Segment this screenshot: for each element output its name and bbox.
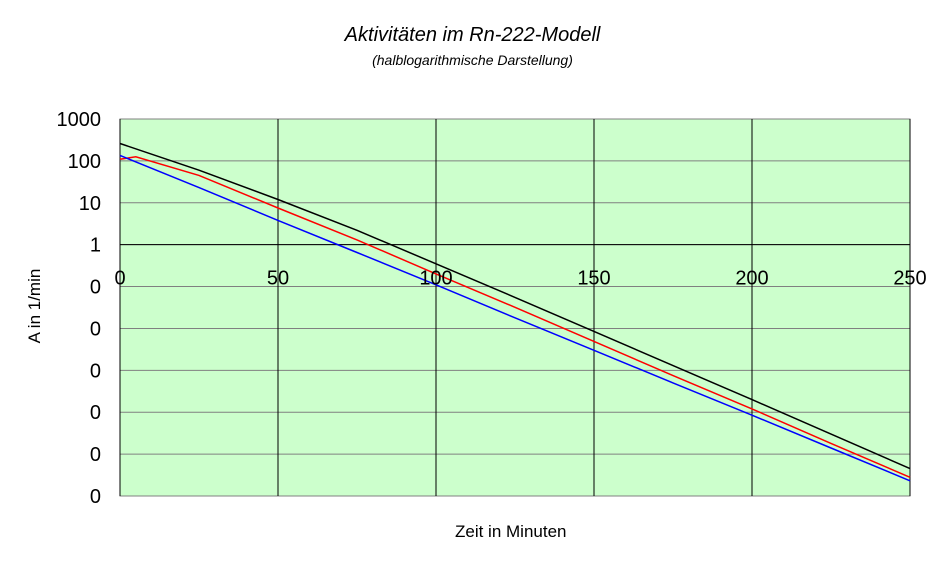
x-axis-label: Zeit in Minuten — [455, 522, 567, 541]
y-tick-label: 10 — [79, 193, 101, 215]
y-tick-label: 0 — [90, 486, 101, 508]
y-axis-label: A in 1/min — [25, 268, 44, 344]
x-tick-label: 100 — [419, 268, 452, 290]
y-tick-label: 0 — [90, 402, 101, 424]
grid — [119, 119, 911, 496]
y-tick-label: 100 — [68, 151, 101, 173]
chart-subtitle: (halblogarithmische Darstellung) — [372, 52, 573, 68]
x-tick-label: 50 — [267, 268, 289, 290]
x-tick-label: 250 — [893, 268, 926, 290]
y-tick-label: 1000 — [57, 109, 102, 131]
y-tick-label: 0 — [90, 444, 101, 466]
x-tick-label: 200 — [735, 268, 768, 290]
series-line-2 — [119, 156, 911, 478]
chart-title: Aktivitäten im Rn-222-Modell — [344, 24, 601, 46]
y-tick-label: 0 — [90, 277, 101, 299]
x-tick-label: 0 — [114, 268, 125, 290]
y-tick-label: 0 — [90, 318, 101, 340]
y-tick-label: 1 — [90, 235, 101, 257]
series-line-3 — [119, 154, 911, 482]
x-tick-label: 150 — [577, 268, 610, 290]
series-lines — [119, 142, 911, 482]
y-tick-label: 0 — [90, 360, 101, 382]
series-line-1 — [119, 142, 911, 470]
